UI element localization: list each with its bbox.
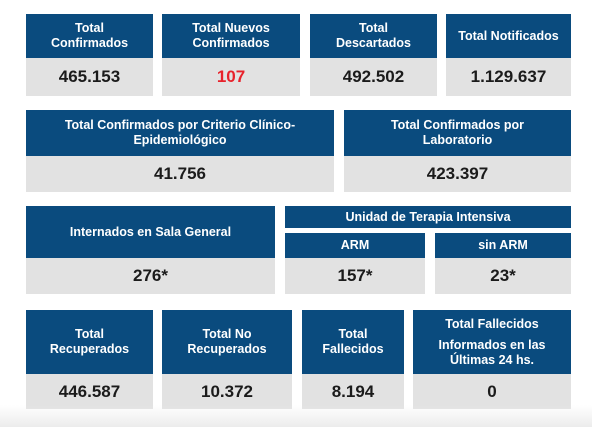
header-line: Fallecidos (322, 342, 384, 356)
card-header: Total Notificados (446, 14, 571, 58)
card-header: Internados en Sala General (26, 206, 275, 258)
card-total-notificados: Total Notificados 1.129.637 (446, 14, 571, 96)
card-value: 1.129.637 (446, 58, 571, 96)
card-value: 465.153 (26, 58, 153, 96)
card-value-highlight: 107 (162, 58, 300, 96)
card-fallecidos-ultimas-24hs: Total Fallecidos Informados en las Últimas… (413, 310, 571, 409)
header-line: Total Notificados (458, 28, 559, 43)
header-line: Total (359, 21, 388, 35)
card-value: 8.194 (302, 374, 404, 409)
header-line: Total Fallecidos (445, 316, 539, 331)
bottom-fade (0, 405, 592, 427)
header-line: Total No (202, 327, 252, 341)
card-value: 23* (435, 258, 571, 294)
card-header: Total Descartados (310, 14, 437, 58)
header-line: Total Confirmados por Criterio Clínico- (64, 118, 296, 132)
header-line: Recuperados (49, 342, 130, 356)
card-confirmados-clinico-epidemiologico: Total Confirmados por Criterio Clínico- E… (26, 110, 334, 192)
header-line: Laboratorio (422, 133, 493, 147)
card-header: Total Confirmados por Criterio Clínico- E… (26, 110, 334, 156)
card-value: 423.397 (344, 156, 571, 192)
card-header: Total Fallecidos Informados en las Últimas… (413, 310, 571, 374)
card-total-no-recuperados: Total No Recuperados 10.372 (162, 310, 292, 409)
header-line: Epidemiológico (133, 133, 227, 147)
header-line: Total (75, 21, 104, 35)
card-total-confirmados: Total Confirmados 465.153 (26, 14, 153, 96)
card-header: ARM (285, 233, 425, 258)
card-total-nuevos-confirmados: Total Nuevos Confirmados 107 (162, 14, 300, 96)
header-line: Total (338, 327, 368, 341)
card-header: Total Confirmados por Laboratorio (344, 110, 571, 156)
header-line: Total (75, 327, 104, 341)
card-total-fallecidos: Total Fallecidos 8.194 (302, 310, 404, 409)
card-header: Total Recuperados (26, 310, 153, 374)
card-confirmados-laboratorio: Total Confirmados por Laboratorio 423.397 (344, 110, 571, 192)
card-header: sin ARM (435, 233, 571, 258)
card-header: Total Nuevos Confirmados (162, 14, 300, 58)
header-line: Total Confirmados por (390, 118, 525, 132)
card-value: 157* (285, 258, 425, 294)
card-header: Total No Recuperados (162, 310, 292, 374)
card-header: Total Fallecidos (302, 310, 404, 374)
card-total-recuperados: Total Recuperados 446.587 (26, 310, 153, 409)
header-line: Descartados (335, 36, 412, 50)
header-line: Confirmados (50, 36, 129, 50)
header-line: Internados en Sala General (69, 224, 232, 239)
header-line: Recuperados (187, 342, 267, 356)
card-arm: ARM 157* (285, 233, 425, 294)
card-value: 41.756 (26, 156, 334, 192)
header-line: Total Nuevos (192, 21, 270, 35)
card-value: 492.502 (310, 58, 437, 96)
card-header: Total Confirmados (26, 14, 153, 58)
uti-title: Unidad de Terapia Intensiva (285, 206, 571, 228)
card-internados-sala-general: Internados en Sala General 276* (26, 206, 275, 294)
card-value: 276* (26, 258, 275, 294)
card-value: 0 (413, 374, 571, 409)
card-value: 10.372 (162, 374, 292, 409)
header-line: Últimas 24 hs. (449, 352, 535, 367)
card-total-descartados: Total Descartados 492.502 (310, 14, 437, 96)
card-value: 446.587 (26, 374, 153, 409)
uti-group: Unidad de Terapia Intensiva ARM 157* sin… (285, 206, 571, 294)
header-line: Informados en las (438, 337, 546, 352)
header-line: Confirmados (192, 36, 270, 50)
card-sin-arm: sin ARM 23* (435, 233, 571, 294)
